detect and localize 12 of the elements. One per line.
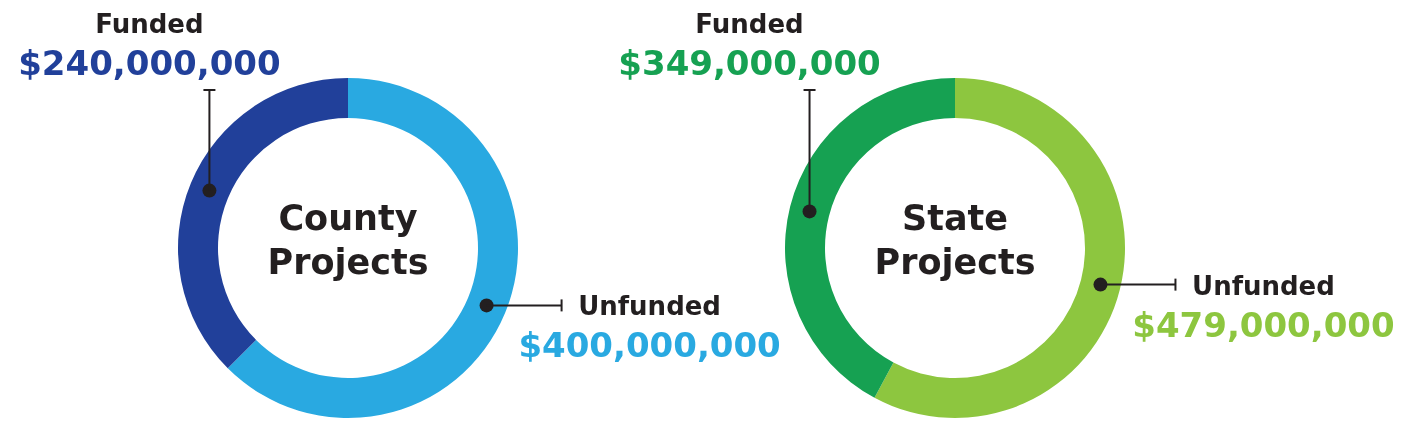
text: County Projects — [267, 198, 429, 282]
data-label: $400,000,000 — [518, 325, 781, 366]
donut-slice — [874, 78, 1125, 418]
slice-label: Funded — [95, 9, 204, 39]
data-label: $240,000,000 — [18, 43, 281, 83]
data-label: $349,000,000 — [618, 43, 881, 83]
slice-label: Funded — [695, 9, 804, 39]
slice-label: Unfunded — [1192, 270, 1335, 301]
donut-slice — [227, 78, 518, 418]
text: State Projects — [874, 198, 1036, 282]
data-label: $479,000,000 — [1132, 304, 1395, 345]
slice-label: Unfunded — [578, 291, 721, 322]
